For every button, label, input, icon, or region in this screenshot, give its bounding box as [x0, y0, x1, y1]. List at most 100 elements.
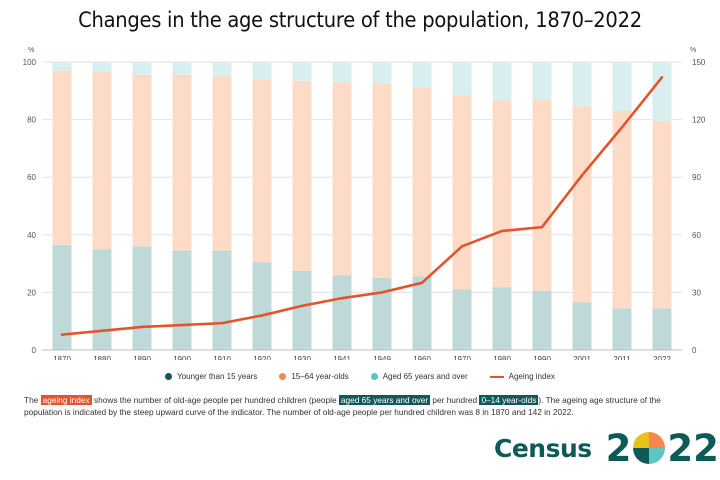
bar-working	[412, 87, 432, 277]
ageing-index-point	[380, 291, 384, 294]
bar-old	[612, 62, 632, 111]
bar-old	[172, 62, 192, 75]
bar-old	[452, 62, 472, 96]
x-tick-label: 1920	[253, 355, 271, 360]
note-text-1: The	[24, 395, 41, 405]
x-tick-label: 1941	[333, 355, 351, 360]
note-text-4: ). The ageing age structure of the popul…	[24, 395, 661, 417]
bar-young	[172, 250, 192, 350]
y2-tick-label: 150	[692, 58, 706, 67]
bar-working	[212, 76, 232, 251]
bar-old	[412, 62, 432, 88]
ageing-index-line	[60, 76, 664, 336]
bar-young	[492, 287, 512, 350]
bar-young	[332, 275, 352, 350]
x-tick-label: 1880	[93, 355, 111, 360]
ageing-index-point	[460, 245, 464, 248]
bar-young	[452, 289, 472, 350]
y-tick-label: 20	[27, 288, 36, 297]
x-tick-label: 1949	[373, 355, 391, 360]
ageing-index-point	[100, 329, 104, 332]
y2-axis-label: %	[690, 47, 696, 54]
chart-legend: Younger than 15 years 15–64 year-olds Ag…	[0, 372, 720, 381]
logo-wordmark: Census	[494, 433, 592, 463]
x-tick-label: 1930	[293, 355, 311, 360]
ageing-index-point	[420, 281, 424, 284]
ageing-index-point	[180, 323, 184, 327]
bar-working	[612, 110, 632, 309]
legend-line-ageing-index	[489, 375, 504, 378]
bar-young	[612, 308, 632, 350]
bar-young	[252, 262, 272, 350]
logo-year: 2 22	[606, 427, 719, 470]
bar-old	[652, 62, 672, 122]
bar-young	[652, 308, 672, 350]
legend-label-young: Younger than 15 years	[177, 372, 258, 381]
logo-digit-left: 2	[605, 426, 632, 470]
legend-item-working[interactable]: 15–64 year-olds	[279, 372, 349, 381]
ageing-index-point	[140, 325, 144, 329]
legend-label-ageing-index: Ageing index	[508, 372, 555, 381]
bar-working	[332, 82, 352, 276]
ageing-index-point	[220, 321, 224, 325]
y2-tick-label: 60	[692, 231, 701, 240]
bar-working	[532, 99, 552, 291]
bar-young	[372, 278, 392, 350]
x-tick-label: 1870	[53, 355, 71, 360]
ageing-index-point	[60, 333, 64, 336]
legend-dot-young	[165, 373, 173, 380]
y2-tick-label: 120	[692, 116, 706, 125]
bar-working	[572, 106, 592, 303]
logo-digit-right: 22	[667, 426, 719, 470]
bar-young	[572, 302, 592, 350]
bar-old	[92, 62, 112, 73]
highlight-aged-65: aged 65 years and over	[338, 395, 431, 405]
bar-old	[212, 62, 232, 77]
legend-dot-working	[279, 373, 287, 380]
y2-tick-label: 0	[692, 346, 697, 355]
bar-young	[412, 276, 432, 350]
ageing-index-point	[300, 304, 304, 308]
bar-working	[52, 70, 72, 245]
bar-young	[212, 250, 232, 350]
legend-label-working: 15–64 year-olds	[291, 372, 349, 381]
ageing-index-point	[620, 126, 624, 129]
y-axis-label: %	[28, 47, 34, 54]
y2-tick-label: 90	[692, 173, 701, 182]
ageing-index-point	[500, 229, 504, 233]
legend-label-old: Aged 65 years and over	[382, 372, 468, 381]
y-tick-label: 40	[27, 231, 36, 240]
y-tick-label: 100	[23, 58, 37, 67]
bar-old	[572, 62, 592, 107]
x-tick-label: 1970	[453, 355, 471, 360]
bar-working	[372, 83, 392, 278]
bar-old	[292, 62, 312, 81]
bar-young	[92, 249, 112, 350]
ageing-index-point	[580, 174, 584, 177]
bar-old	[252, 62, 272, 80]
bar-old	[492, 62, 512, 101]
x-tick-label: 1960	[413, 355, 431, 360]
legend-dot-old	[370, 373, 378, 380]
bar-old	[52, 62, 72, 71]
x-tick-label: 2001	[573, 355, 591, 360]
y-tick-label: 80	[27, 116, 36, 125]
bar-working	[492, 100, 512, 288]
ageing-index-point	[340, 296, 344, 300]
bar-working	[452, 95, 472, 290]
x-tick-label: 1910	[213, 355, 231, 360]
highlight-ageing-index: ageing index	[40, 395, 92, 405]
note-text-2: shows the number of old-age people per h…	[91, 395, 339, 405]
y-tick-label: 60	[27, 173, 36, 182]
bar-young	[52, 244, 72, 350]
legend-item-old[interactable]: Aged 65 years and over	[370, 372, 468, 381]
legend-item-ageing-index[interactable]: Ageing index	[489, 372, 555, 381]
bar-old	[372, 62, 392, 84]
y2-tick-label: 30	[692, 288, 701, 297]
legend-item-young[interactable]: Younger than 15 years	[165, 372, 257, 381]
stacked-bar-chart: 0 20 40 60 80 100 0 30 60 90 120 150% % 1870 1880 1890 1…	[23, 47, 706, 360]
bar-young	[132, 246, 152, 350]
highlight-0-14: 0–14 year-olds	[479, 395, 539, 405]
bar-young	[292, 270, 312, 350]
ageing-index-point	[260, 314, 264, 317]
